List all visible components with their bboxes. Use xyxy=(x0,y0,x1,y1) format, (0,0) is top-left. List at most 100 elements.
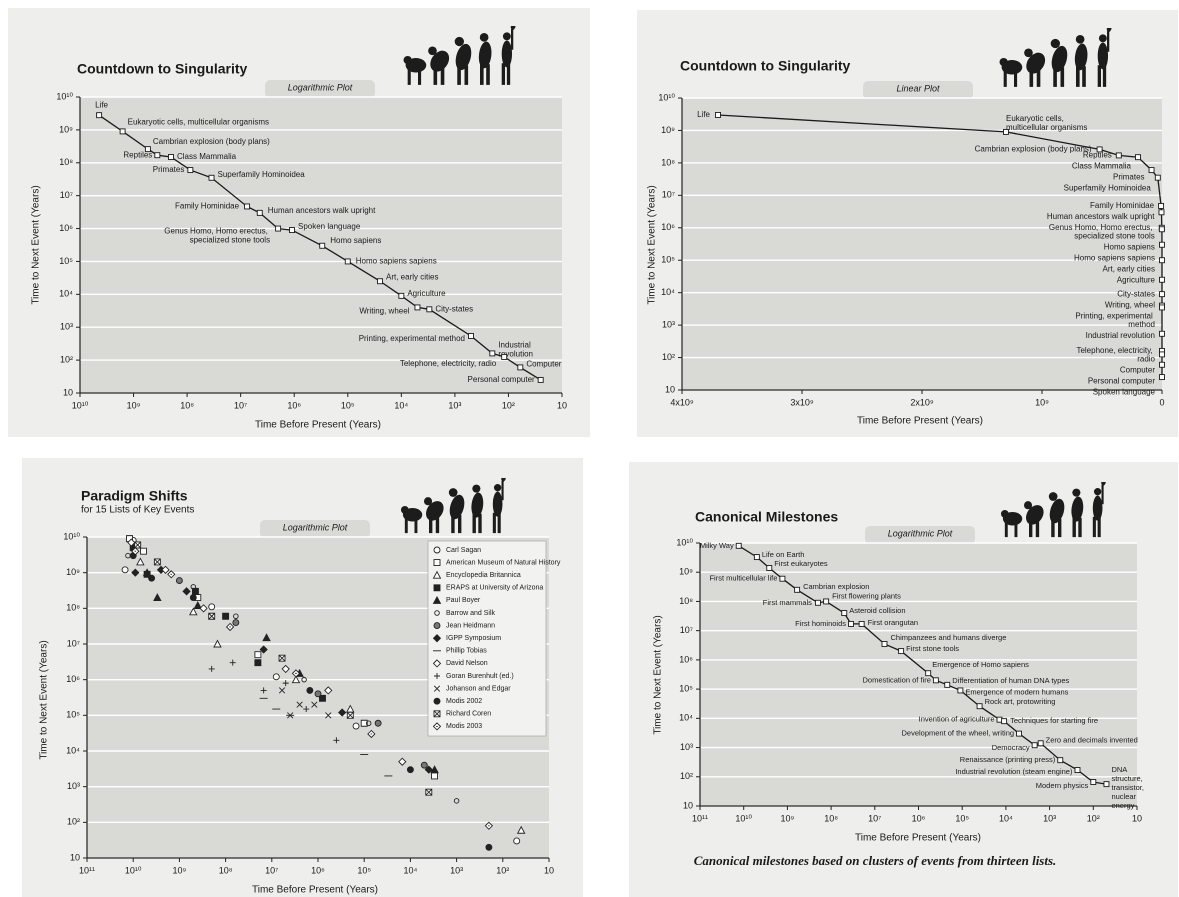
point-marker xyxy=(1154,174,1161,181)
point-label: Life xyxy=(697,110,710,119)
chart-panel: Countdown to Singularity Logarithmic Plot… xyxy=(8,8,590,437)
point-marker xyxy=(848,620,854,627)
point-marker xyxy=(1159,330,1165,337)
point-label: Cambrian explosion (body plans) xyxy=(975,145,1092,154)
y-tick-label: 10⁴ xyxy=(59,289,73,299)
point-marker xyxy=(881,641,888,647)
point-marker xyxy=(779,575,786,582)
point-label: Human ancestors walk upright xyxy=(268,206,376,215)
y-tick-label: 10 xyxy=(63,387,73,397)
y-tick-label: 10³ xyxy=(60,322,73,332)
scatter-point xyxy=(303,706,310,713)
point-label: Telephone, electricity, radio xyxy=(1076,346,1155,364)
point-marker xyxy=(1159,276,1165,283)
y-tick-label: 10⁶ xyxy=(59,223,73,233)
point-marker xyxy=(1159,257,1165,264)
x-tick-label: 10¹⁰ xyxy=(125,865,142,875)
point-label: First hominoids xyxy=(795,619,846,628)
point-marker xyxy=(168,154,174,160)
legend-label: Carl Sagan xyxy=(446,547,481,554)
point-label: Domestication of fire xyxy=(863,675,931,684)
y-tick-label: 10⁶ xyxy=(66,674,80,684)
scatter-point xyxy=(360,719,368,727)
x-axis-label: Time Before Present (Years) xyxy=(857,416,983,427)
scatter-point xyxy=(398,757,407,766)
scatter-point xyxy=(311,701,318,708)
point-marker xyxy=(1159,361,1165,368)
legend-label: Richard Coren xyxy=(446,711,491,718)
scatter-point xyxy=(333,737,340,744)
legend-marker xyxy=(433,697,441,705)
point-label: Industrial revolution (steam engine) xyxy=(955,767,1073,776)
point-label: Printing, experimental method xyxy=(1075,312,1155,330)
scatter-point xyxy=(189,607,198,616)
caption: Canonical milestones based on clusters o… xyxy=(694,853,1057,868)
x-tick-label: 3x10⁹ xyxy=(790,397,814,407)
point-label: Milky Way xyxy=(700,541,734,550)
y-tick-label: 10⁹ xyxy=(59,124,73,134)
point-label: Zero and decimals invented xyxy=(1046,735,1138,744)
point-marker xyxy=(1074,767,1081,773)
x-tick-label: 10⁹ xyxy=(172,865,186,875)
scatter-point xyxy=(142,568,152,577)
y-axis-label: Time to Next Event (Years) xyxy=(39,640,50,759)
point-label: Agriculture xyxy=(407,289,446,298)
point-label: First multicellular life xyxy=(709,574,777,583)
scatter-point xyxy=(121,566,129,574)
point-marker xyxy=(275,225,282,232)
plot-label: Linear Plot xyxy=(896,83,940,93)
point-marker xyxy=(256,209,263,216)
point-label: Primates xyxy=(153,165,185,174)
x-tick-label: 0 xyxy=(1159,397,1164,407)
legend-marker xyxy=(433,622,441,629)
scatter-point xyxy=(153,593,162,602)
y-tick-label: 10⁵ xyxy=(679,683,693,693)
point-label: Homo sapiens sapiens xyxy=(1074,254,1155,263)
point-label: Writing, wheel xyxy=(1105,301,1155,310)
point-label: DNA structure, transistor, nuclear energ… xyxy=(1111,765,1146,810)
scatter-point xyxy=(425,788,433,796)
point-label: Personal computer xyxy=(1088,377,1155,386)
chart-panel: Countdown to Singularity Linear Plot Time … xyxy=(637,10,1178,437)
point-label: Life xyxy=(95,100,108,109)
scatter-point xyxy=(134,541,142,549)
scatter-point xyxy=(431,772,439,780)
point-marker xyxy=(944,681,951,688)
y-axis-label: Time to Next Event (Years) xyxy=(31,185,42,304)
x-tick-label: 10 xyxy=(544,865,554,875)
y-axis-label: Time to Next Event (Years) xyxy=(647,185,658,304)
x-tick-label: 10⁷ xyxy=(265,865,278,875)
y-tick-label: 10² xyxy=(680,771,693,781)
chart-title: Countdown to Singularity xyxy=(680,58,851,74)
legend-marker xyxy=(432,570,442,579)
point-marker xyxy=(208,174,215,181)
point-label: Eukaryotic cells, multicellular organism… xyxy=(128,118,269,127)
point-label: Reptiles xyxy=(1083,151,1112,160)
point-marker xyxy=(96,112,103,119)
point-label: Computer xyxy=(526,360,561,369)
point-marker xyxy=(1057,757,1064,764)
line xyxy=(98,114,542,381)
point-marker xyxy=(377,278,383,285)
x-axis-label: Time Before Present (Years) xyxy=(252,885,378,896)
y-tick-label: 10⁸ xyxy=(679,596,693,606)
point-label: Spoken language xyxy=(1093,388,1156,397)
point-label: Cambrian explosion (body plans) xyxy=(153,137,270,146)
legend-marker xyxy=(433,559,441,567)
legend-label: Encyclopedia Britannica xyxy=(446,572,521,579)
point-marker xyxy=(1031,742,1038,749)
point-marker xyxy=(319,242,326,249)
scatter-point xyxy=(278,687,286,694)
scatter-point xyxy=(516,825,526,834)
x-axis-label: Time Before Present (Years) xyxy=(255,420,381,431)
scatter-point xyxy=(232,619,240,626)
point-marker xyxy=(489,350,496,357)
x-tick-label: 10⁷ xyxy=(234,400,247,410)
point-label: Family Hominidae xyxy=(175,202,240,211)
legend-label: IGPP Symposium xyxy=(446,635,501,642)
scatter-point xyxy=(193,601,203,609)
axis-line xyxy=(79,97,562,394)
scatter-point xyxy=(127,538,136,547)
